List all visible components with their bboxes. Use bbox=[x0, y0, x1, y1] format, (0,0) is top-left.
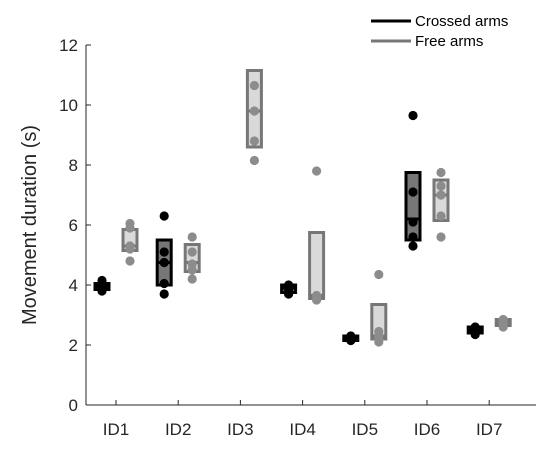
data-point bbox=[346, 331, 356, 341]
data-point bbox=[159, 247, 169, 257]
y-tick-label: 10 bbox=[59, 96, 78, 115]
y-tick-label: 2 bbox=[69, 336, 78, 355]
x-tick-label: ID4 bbox=[289, 420, 315, 439]
axes: 0 2 4 6 8 10 12 ID1 ID2 ID3 ID4 ID5 ID6 ID7 bbox=[59, 36, 536, 439]
legend-label: Crossed arms bbox=[415, 13, 508, 30]
data-point bbox=[125, 218, 135, 229]
data-point bbox=[498, 314, 508, 325]
data-point bbox=[312, 166, 322, 176]
data-point bbox=[159, 257, 169, 268]
data-point bbox=[408, 217, 418, 227]
box bbox=[404, 171, 422, 242]
data-point bbox=[436, 211, 446, 221]
data-point bbox=[187, 247, 197, 257]
data-point bbox=[249, 155, 259, 166]
box bbox=[308, 231, 326, 300]
data-point bbox=[187, 259, 197, 269]
data-point bbox=[470, 322, 480, 332]
data-point bbox=[159, 278, 169, 289]
x-tick-label: ID5 bbox=[352, 420, 378, 439]
data-point bbox=[249, 80, 259, 91]
data-point bbox=[125, 256, 135, 266]
data-point bbox=[125, 241, 135, 251]
x-tick-label: ID2 bbox=[165, 420, 191, 439]
plot-area bbox=[93, 69, 512, 347]
data-point bbox=[374, 269, 384, 280]
data-point bbox=[408, 232, 418, 242]
y-tick-label: 6 bbox=[69, 216, 78, 235]
data-point bbox=[408, 110, 418, 121]
x-tick-label: ID6 bbox=[414, 420, 440, 439]
data-point bbox=[97, 275, 107, 286]
x-tick-label: ID3 bbox=[227, 420, 253, 439]
data-point bbox=[408, 187, 418, 197]
data-point bbox=[436, 167, 446, 178]
y-tick-label: 4 bbox=[69, 276, 78, 295]
data-point bbox=[159, 289, 169, 299]
data-point bbox=[436, 190, 446, 200]
data-point bbox=[187, 232, 197, 242]
x-tick-label: ID1 bbox=[103, 420, 129, 439]
data-point bbox=[249, 106, 259, 116]
data-point bbox=[374, 326, 384, 337]
data-point bbox=[284, 280, 294, 290]
data-point bbox=[436, 181, 446, 191]
data-point bbox=[187, 274, 197, 284]
data-point bbox=[408, 241, 418, 251]
legend-label: Free arms bbox=[415, 33, 483, 50]
y-tick-label: 0 bbox=[69, 396, 78, 415]
x-tick-label: ID7 bbox=[476, 420, 502, 439]
y-tick-label: 12 bbox=[59, 36, 78, 55]
data-point bbox=[312, 290, 322, 301]
y-axis-label: Movement duration (s) bbox=[19, 125, 41, 325]
data-point bbox=[436, 232, 446, 242]
data-point bbox=[249, 136, 259, 146]
data-point bbox=[159, 211, 169, 221]
legend: Crossed arms Free arms bbox=[371, 13, 508, 50]
y-tick-label: 8 bbox=[69, 156, 78, 175]
